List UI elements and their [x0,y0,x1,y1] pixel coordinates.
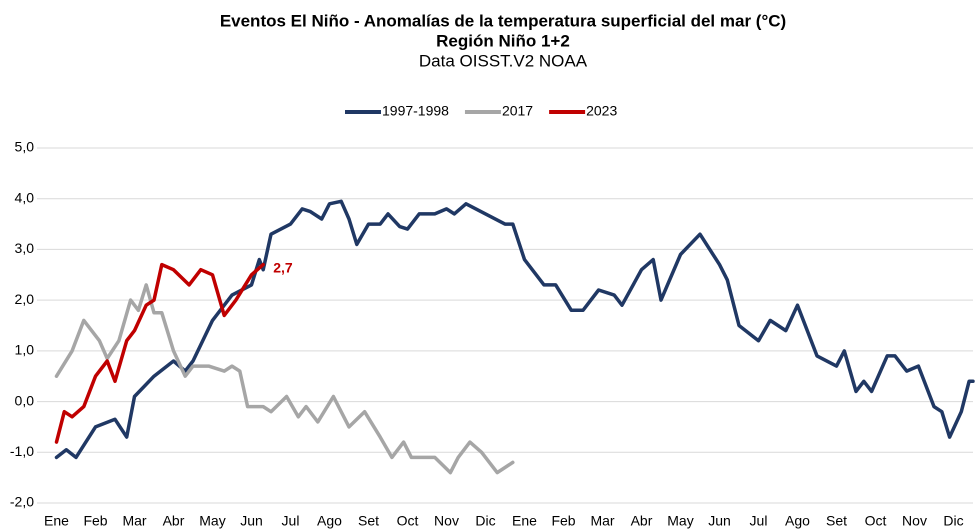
y-tick-label: -2,0 [10,494,34,510]
x-tick-label: Abr [163,513,185,529]
x-tick-label: Abr [631,513,653,529]
x-tick-label: Jun [240,513,263,529]
x-tick-label: Ene [44,513,69,529]
x-tick-label: Dic [943,513,963,529]
x-tick-label: Jul [750,513,768,529]
x-tick-label: Mar [122,513,146,529]
series-line [54,199,975,460]
x-tick-label: Mar [590,513,614,529]
x-tick-label: Set [358,513,379,529]
x-tick-label: Feb [83,513,107,529]
y-tick-label: 3,0 [15,240,35,256]
y-tick-label: 1,0 [15,342,35,358]
x-tick-label: Feb [551,513,575,529]
x-tick-label: Nov [902,513,927,529]
x-tick-label: Nov [434,513,459,529]
x-tick-label: Set [826,513,847,529]
x-tick-label: Oct [397,513,419,529]
y-tick-label: 4,0 [15,189,35,205]
x-tick-label: May [199,513,225,529]
y-tick-label: -1,0 [10,443,34,459]
chart-source: Data OISST.V2 NOAA [419,51,588,70]
series-line [54,283,515,475]
series-line [54,262,265,444]
y-tick-label: 5,0 [15,139,35,155]
legend-label: 2023 [586,103,617,119]
data-label: 2,7 [273,259,293,275]
x-tick-label: Ene [512,513,537,529]
x-tick-label: Ago [785,513,810,529]
legend-label: 1997-1998 [382,103,449,119]
chart-subtitle: Región Niño 1+2 [436,31,570,50]
x-tick-label: Ago [317,513,342,529]
x-tick-label: Oct [865,513,887,529]
x-tick-label: May [667,513,693,529]
y-tick-label: 0,0 [15,392,35,408]
x-tick-label: Jul [282,513,300,529]
chart-title: Eventos El Niño - Anomalías de la temper… [220,11,786,30]
legend-label: 2017 [502,103,533,119]
y-tick-label: 2,0 [15,291,35,307]
x-tick-label: Jun [708,513,731,529]
x-tick-label: Dic [475,513,495,529]
